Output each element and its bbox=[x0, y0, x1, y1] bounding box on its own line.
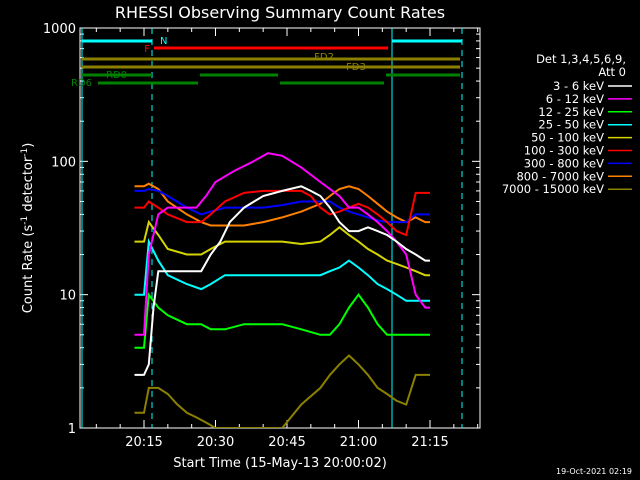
y-axis-label: Count Rate (s-1 detector-1) bbox=[20, 143, 36, 314]
legend-label-50-100kev: 50 - 100 keV bbox=[531, 131, 604, 145]
y-tick-label-1000: 1000 bbox=[43, 22, 76, 37]
series-line-6-12kev bbox=[134, 152, 430, 336]
x-tick-label-20:30: 20:30 bbox=[197, 435, 234, 450]
flag-label-rd6: RD6 bbox=[71, 78, 92, 89]
series-line-100-300kev bbox=[134, 189, 430, 237]
legend-label-100-300kev: 100 - 300 keV bbox=[524, 144, 604, 158]
x-tick-label-21:00: 21:00 bbox=[340, 435, 377, 450]
legend-label-300-800kev: 300 - 800 keV bbox=[524, 156, 604, 170]
flag-label-rd0: RD0 bbox=[106, 70, 127, 81]
y-tick-label-10: 10 bbox=[59, 289, 76, 304]
chart-title: RHESSI Observing Summary Count Rates bbox=[115, 3, 445, 22]
series-line-3-6kev bbox=[134, 185, 430, 376]
legend-label-25-50kev: 25 - 50 keV bbox=[538, 118, 604, 132]
series-line-7000-15000kev bbox=[134, 354, 430, 428]
y-tick-label-1: 1 bbox=[68, 422, 76, 437]
legend-label-7000-15000kev: 7000 - 15000 keV bbox=[502, 182, 604, 196]
x-tick-label-20:45: 20:45 bbox=[268, 435, 305, 450]
series-line-25-50kev bbox=[134, 238, 430, 302]
plot-area: 20:15 20:30 20:45 21:00 21:15 1 10 100 1000 NF FD2… bbox=[43, 22, 481, 450]
legend-header-line-2: Att 0 bbox=[598, 65, 626, 79]
y-tick-label-100: 100 bbox=[51, 155, 76, 170]
legend-label-3-6kev: 3 - 6 keV bbox=[553, 79, 604, 93]
series-line-50-100kev bbox=[134, 219, 430, 277]
flag-label-n: N bbox=[160, 36, 167, 47]
flag-label-fd3: FD3 bbox=[346, 62, 366, 73]
series-line-300-800kev bbox=[134, 187, 430, 224]
x-tick-label-20:15: 20:15 bbox=[125, 435, 162, 450]
x-tick-label-21:15: 21:15 bbox=[411, 435, 448, 450]
legend-header-line-1: Det 1,3,4,5,6,9, bbox=[536, 52, 626, 66]
legend-label-6-12kev: 6 - 12 keV bbox=[546, 92, 604, 106]
series-line-800-7000kev bbox=[134, 182, 430, 227]
x-axis-label: Start Time (15-May-13 20:00:02) bbox=[173, 456, 387, 471]
legend-label-12-25kev: 12 - 25 keV bbox=[538, 105, 604, 119]
flag-label-fd2: FD2 bbox=[314, 52, 334, 63]
plot-timestamp: 19-Oct-2021 02:19 bbox=[556, 467, 632, 476]
flag-label-f: F bbox=[144, 44, 150, 55]
series-line-12-25kev bbox=[134, 291, 430, 349]
legend-label-800-7000kev: 800 - 7000 keV bbox=[516, 169, 604, 183]
